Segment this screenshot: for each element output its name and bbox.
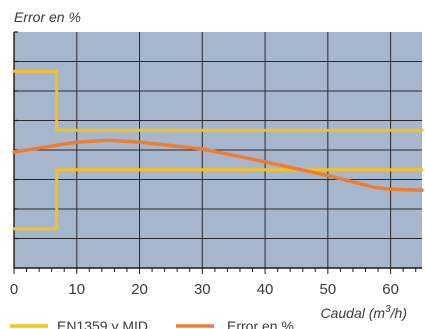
- x-tick-label: 0: [10, 281, 18, 298]
- legend-label-en1359: EN1359 y MID: [57, 318, 148, 329]
- series-line-error: [12, 138, 424, 193]
- x-tick-label: 30: [194, 281, 211, 298]
- series-line-en1359: [12, 69, 424, 132]
- x-axis-title-main: Caudal (m: [321, 305, 386, 321]
- x-axis-title: Caudal (m3/h): [321, 304, 408, 321]
- x-tick-label: 10: [68, 281, 85, 298]
- plot-area: [12, 31, 424, 274]
- x-tick-label: 20: [131, 281, 148, 298]
- x-axis-title-sup: 3: [385, 304, 391, 315]
- x-tick-label: 60: [382, 281, 399, 298]
- legend: EN1359 y MID Error en %: [10, 318, 294, 329]
- x-axis-title-end: /h): [390, 305, 407, 321]
- x-tick-label: 50: [320, 281, 337, 298]
- y-axis-title: Error en %: [14, 9, 81, 25]
- legend-label-error: Error en %: [227, 318, 294, 329]
- x-axis-labels: 0 10 20 30 40 50 60: [10, 281, 399, 298]
- series-line-en1359: [12, 168, 424, 231]
- x-tick-label: 40: [257, 281, 274, 298]
